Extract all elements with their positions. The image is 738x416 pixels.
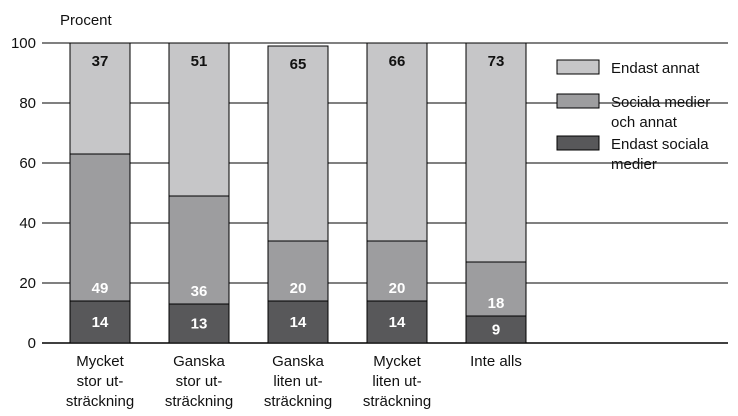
- legend-label: Sociala medier: [611, 94, 710, 111]
- y-tick-label: 100: [11, 35, 36, 52]
- data-label: 36: [191, 283, 208, 300]
- y-tick-label: 20: [19, 275, 36, 292]
- y-tick-label: 0: [28, 335, 36, 352]
- data-label: 14: [92, 314, 109, 331]
- bar-segment: [168, 303, 230, 344]
- data-label: 66: [389, 53, 406, 70]
- y-tick-label: 80: [19, 95, 36, 112]
- data-label: 73: [488, 53, 505, 70]
- category-label: Inte alls: [470, 353, 522, 370]
- legend-label: Endast annat: [611, 60, 700, 77]
- category-label: Ganska: [173, 353, 225, 370]
- category-label: Mycket: [76, 353, 124, 370]
- legend-label: medier: [611, 156, 657, 173]
- data-label: 18: [488, 295, 505, 312]
- data-label: 9: [492, 322, 500, 339]
- category-label: Mycket: [373, 353, 421, 370]
- bar-segment: [69, 153, 131, 302]
- bar-segment: [168, 42, 230, 197]
- bar-segment: [69, 300, 131, 344]
- legend-swatch: [556, 135, 600, 151]
- bar-segment: [267, 300, 329, 344]
- data-label: 20: [290, 280, 307, 297]
- data-label: 37: [92, 53, 109, 70]
- data-label: 49: [92, 280, 109, 297]
- bar-segment: [366, 240, 428, 302]
- legend-swatch: [556, 59, 600, 75]
- data-label: 20: [389, 280, 406, 297]
- bar-segment: [465, 261, 527, 317]
- bar-segment: [465, 315, 527, 344]
- category-label: sträckning: [264, 393, 332, 410]
- category-label: stor ut-: [77, 373, 124, 390]
- category-label: liten ut-: [273, 373, 322, 390]
- legend-label: och annat: [611, 114, 678, 131]
- legend-swatch: [556, 93, 600, 109]
- legend-label: Endast sociala: [611, 136, 709, 153]
- y-unit-label: Procent: [60, 12, 113, 29]
- data-label: 14: [290, 314, 307, 331]
- bar-segment: [465, 42, 527, 263]
- bar-segment: [267, 45, 329, 242]
- data-label: 13: [191, 316, 208, 333]
- category-label: liten ut-: [372, 373, 421, 390]
- category-label: sträckning: [363, 393, 431, 410]
- data-label: 51: [191, 53, 208, 70]
- y-tick-label: 40: [19, 215, 36, 232]
- bar-segment: [366, 42, 428, 242]
- category-label: sträckning: [165, 393, 233, 410]
- y-tick-label: 60: [19, 155, 36, 172]
- category-label: Ganska: [272, 353, 324, 370]
- data-label: 65: [290, 56, 307, 73]
- bar-segment: [366, 300, 428, 344]
- bar-segment: [69, 42, 131, 155]
- data-label: 14: [389, 314, 406, 331]
- category-label: sträckning: [66, 393, 134, 410]
- category-label: stor ut-: [176, 373, 223, 390]
- bar-segment: [267, 240, 329, 302]
